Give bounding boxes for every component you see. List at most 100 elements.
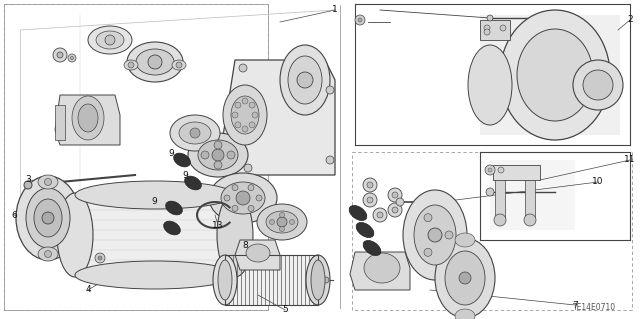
Ellipse shape [198,140,238,170]
Circle shape [248,185,254,191]
Circle shape [242,98,248,104]
Text: 8: 8 [242,241,248,249]
Circle shape [424,248,432,256]
Ellipse shape [218,260,232,300]
Circle shape [459,272,471,284]
Ellipse shape [209,173,277,223]
Ellipse shape [188,133,248,177]
Circle shape [388,203,402,217]
Ellipse shape [38,175,58,189]
Circle shape [388,188,402,202]
Circle shape [190,128,200,138]
Circle shape [280,212,285,218]
Circle shape [236,191,250,205]
Circle shape [53,48,67,62]
Circle shape [280,226,285,232]
Ellipse shape [517,29,593,121]
Circle shape [277,217,287,227]
Ellipse shape [246,244,270,262]
Ellipse shape [75,181,235,209]
Ellipse shape [34,199,62,237]
Polygon shape [55,105,65,140]
Text: 2: 2 [627,16,633,25]
Ellipse shape [363,241,381,256]
Circle shape [326,156,334,164]
Ellipse shape [124,60,138,70]
Circle shape [396,198,404,206]
Ellipse shape [170,115,220,151]
Polygon shape [493,165,540,180]
Polygon shape [235,240,280,270]
Polygon shape [75,195,235,275]
Circle shape [445,231,453,239]
Ellipse shape [217,193,253,277]
Ellipse shape [414,205,456,265]
Ellipse shape [455,309,475,319]
Ellipse shape [306,255,330,305]
Circle shape [573,60,623,110]
Ellipse shape [445,251,485,305]
Circle shape [428,228,442,242]
Polygon shape [55,95,120,145]
Ellipse shape [172,60,186,70]
Ellipse shape [57,193,93,277]
Ellipse shape [88,26,132,54]
Ellipse shape [16,176,80,260]
Circle shape [42,212,54,224]
Circle shape [424,214,432,222]
Circle shape [212,149,224,161]
Text: 10: 10 [592,177,604,187]
Circle shape [249,122,255,128]
Polygon shape [350,252,410,290]
Circle shape [242,126,248,132]
Text: 6: 6 [11,211,17,219]
Ellipse shape [288,56,322,104]
Ellipse shape [280,45,330,115]
Ellipse shape [96,31,124,49]
Circle shape [252,112,258,118]
Circle shape [323,277,329,283]
Ellipse shape [231,96,259,134]
Ellipse shape [266,211,298,233]
Circle shape [235,122,241,128]
Ellipse shape [173,153,190,167]
Text: 9: 9 [151,197,157,206]
Circle shape [68,54,76,62]
Circle shape [57,52,63,58]
Ellipse shape [468,45,512,125]
Polygon shape [495,180,505,220]
Text: 13: 13 [212,220,224,229]
Circle shape [377,212,383,218]
Text: 7: 7 [572,300,578,309]
Circle shape [484,25,490,31]
Ellipse shape [166,201,182,215]
Polygon shape [525,180,535,220]
Circle shape [524,214,536,226]
Circle shape [367,182,373,188]
Ellipse shape [127,42,183,82]
Circle shape [500,25,506,31]
Circle shape [358,18,362,22]
Ellipse shape [223,85,267,145]
Circle shape [232,112,238,118]
Circle shape [70,56,74,60]
Polygon shape [225,255,318,305]
Ellipse shape [26,188,70,248]
Circle shape [128,62,134,68]
Ellipse shape [364,253,400,283]
Ellipse shape [78,104,98,132]
Ellipse shape [356,222,374,238]
Circle shape [392,207,398,213]
Ellipse shape [257,204,307,240]
Ellipse shape [185,176,202,190]
Ellipse shape [403,190,467,280]
Ellipse shape [435,238,495,318]
Circle shape [232,205,238,211]
Circle shape [363,193,377,207]
Text: 4: 4 [85,286,91,294]
Text: 1: 1 [332,5,338,14]
Ellipse shape [72,96,104,140]
Circle shape [485,165,495,175]
Ellipse shape [38,247,58,261]
Polygon shape [480,20,510,40]
